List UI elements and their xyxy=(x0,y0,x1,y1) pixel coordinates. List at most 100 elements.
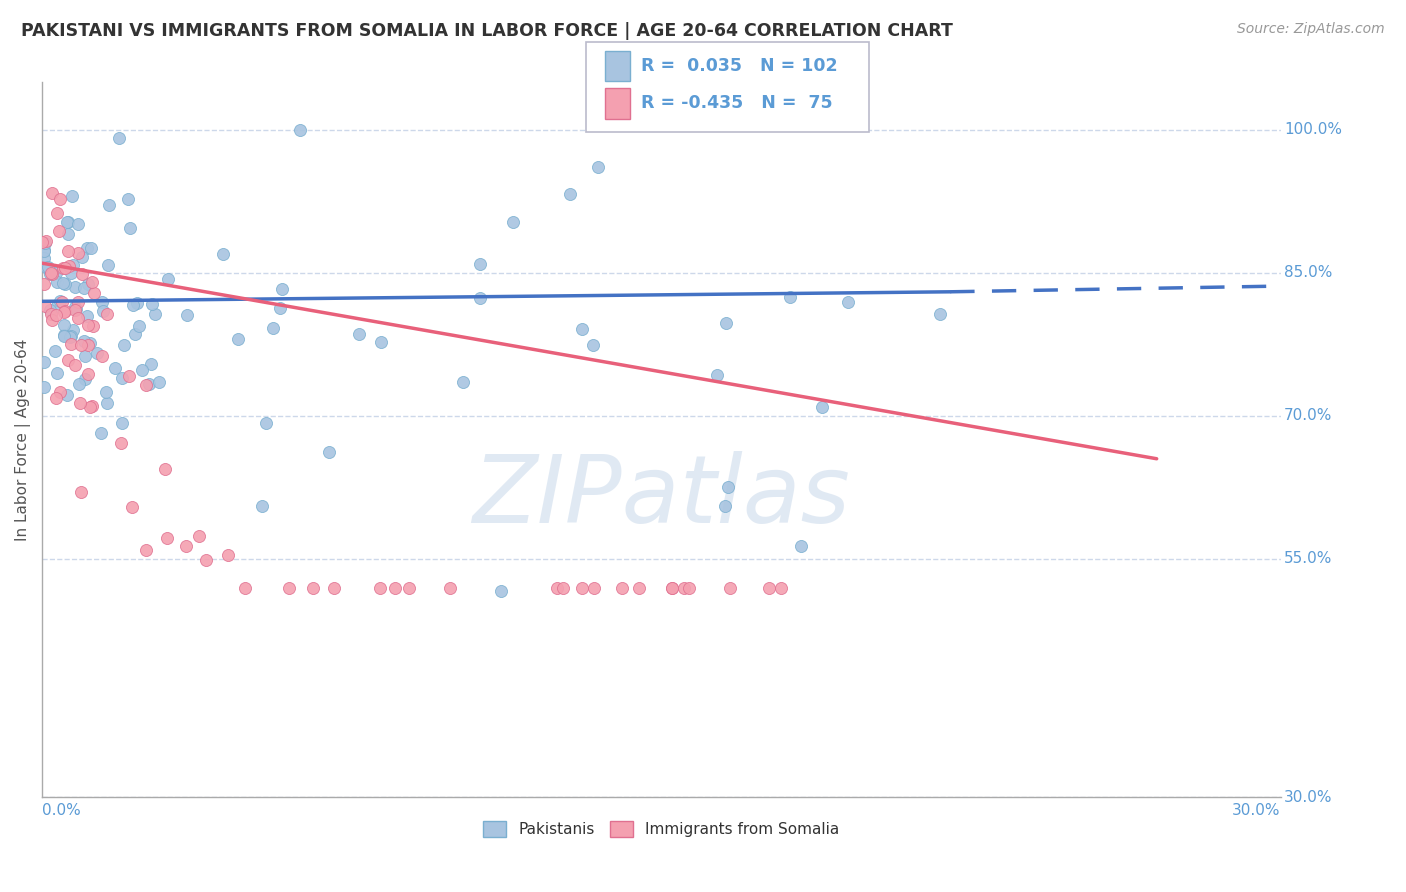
Point xyxy=(39,268,62,282)
Point xyxy=(59,328,82,343)
Point xyxy=(52,318,75,333)
Point xyxy=(384,581,406,595)
Point xyxy=(60,189,83,203)
Point xyxy=(439,581,461,595)
Point xyxy=(34,260,56,274)
Point xyxy=(714,499,737,513)
Point xyxy=(90,295,112,310)
Point xyxy=(118,221,141,235)
Point xyxy=(318,445,340,459)
Point xyxy=(63,279,86,293)
Point xyxy=(48,192,70,206)
Point xyxy=(39,302,62,317)
Point xyxy=(52,276,75,290)
Point xyxy=(79,241,101,255)
Point xyxy=(111,371,134,385)
Point xyxy=(217,549,239,563)
Point xyxy=(56,353,79,368)
Point xyxy=(131,363,153,377)
Point xyxy=(52,329,75,343)
Point xyxy=(489,584,512,599)
Point xyxy=(73,371,96,385)
Point xyxy=(46,366,69,380)
Point xyxy=(118,369,141,384)
Point xyxy=(41,312,63,326)
Point xyxy=(398,581,420,595)
Point xyxy=(76,310,98,324)
Point xyxy=(187,529,209,543)
Text: 85.0%: 85.0% xyxy=(1284,265,1333,280)
Point xyxy=(83,286,105,301)
Point xyxy=(195,553,218,567)
Point xyxy=(254,417,277,431)
Text: R = -0.435   N =  75: R = -0.435 N = 75 xyxy=(641,95,832,112)
Point xyxy=(468,291,491,305)
Point xyxy=(141,297,163,311)
Point xyxy=(453,375,475,389)
Point xyxy=(79,401,101,415)
Point xyxy=(706,368,728,382)
Point xyxy=(97,258,120,272)
Point xyxy=(323,581,346,595)
Point xyxy=(277,581,299,595)
Point xyxy=(62,323,84,337)
Text: 55.0%: 55.0% xyxy=(1284,551,1333,566)
Point xyxy=(58,260,80,274)
Point xyxy=(90,349,112,363)
Point xyxy=(125,296,148,310)
Point xyxy=(770,581,793,595)
Legend: Pakistanis, Immigrants from Somalia: Pakistanis, Immigrants from Somalia xyxy=(477,815,845,844)
Point xyxy=(41,186,63,201)
Point xyxy=(628,581,651,595)
Point xyxy=(135,542,157,557)
Point xyxy=(90,426,112,441)
Point xyxy=(72,250,94,264)
Point xyxy=(34,235,56,250)
Point xyxy=(80,399,103,413)
Text: Source: ZipAtlas.com: Source: ZipAtlas.com xyxy=(1237,22,1385,37)
Point xyxy=(811,401,834,415)
Point xyxy=(233,581,256,595)
Point xyxy=(368,581,391,595)
Point xyxy=(77,337,100,351)
Point xyxy=(52,304,75,318)
Point xyxy=(928,307,950,321)
Point xyxy=(779,290,801,304)
Point xyxy=(553,581,575,595)
Point xyxy=(65,302,87,317)
Point xyxy=(252,499,274,513)
Point xyxy=(717,480,740,494)
Point xyxy=(610,581,633,595)
Point xyxy=(32,380,55,394)
Point xyxy=(110,436,132,450)
Point xyxy=(56,214,79,228)
Point xyxy=(76,241,98,255)
Point xyxy=(302,581,325,595)
Point xyxy=(758,581,780,595)
Point xyxy=(156,272,179,286)
Point xyxy=(45,308,67,322)
Point xyxy=(56,227,79,242)
Text: 30.0%: 30.0% xyxy=(1232,803,1281,818)
Point xyxy=(35,234,58,248)
Point xyxy=(156,532,179,546)
Point xyxy=(176,308,198,322)
Text: ZIPatlas: ZIPatlas xyxy=(472,451,851,542)
Point xyxy=(45,266,67,280)
Point xyxy=(67,376,90,391)
Point xyxy=(56,244,79,258)
Point xyxy=(571,581,593,595)
Point xyxy=(82,318,104,333)
Point xyxy=(470,257,492,271)
Point xyxy=(73,281,96,295)
Point xyxy=(124,326,146,341)
Point xyxy=(63,300,86,314)
Point xyxy=(588,161,610,175)
Point xyxy=(370,334,392,349)
Point xyxy=(143,307,166,321)
Point xyxy=(96,307,118,321)
Point xyxy=(122,298,145,312)
Text: R =  0.035   N = 102: R = 0.035 N = 102 xyxy=(641,57,838,75)
Text: 100.0%: 100.0% xyxy=(1284,122,1343,137)
Point xyxy=(128,318,150,333)
